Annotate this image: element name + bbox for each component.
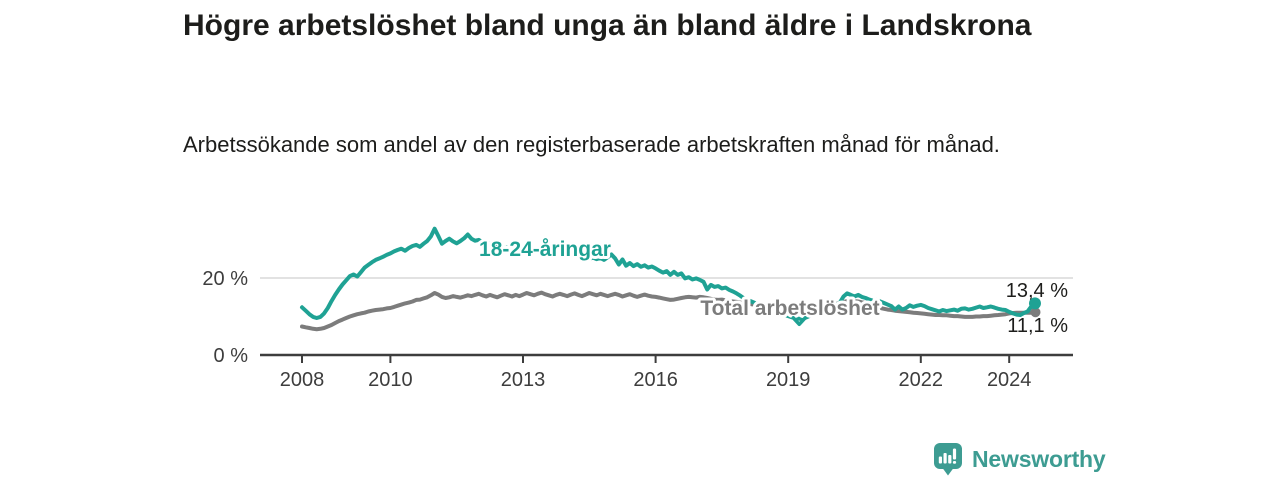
y-tick-label-20: 20 % [202,268,248,290]
page-title: Högre arbetslöshet bland unga än bland ä… [183,9,1032,42]
x-tick-label-2022: 2022 [899,369,944,391]
newsworthy-logo-text: Newsworthy [972,445,1106,472]
end-value-label-total: 11,1 % [1007,315,1068,337]
x-tick-label-2013: 2013 [501,369,546,391]
endpoint-dot-youth [1028,297,1041,310]
youth-min-marker-chevron-icon [791,316,807,327]
newsworthy-brand: Newsworthy [933,442,1106,476]
x-tick-label-2008: 2008 [280,369,325,391]
end-value-label-youth: 13,4 % [1006,280,1068,302]
x-tick-label-2024: 2024 [987,369,1031,391]
x-tick-label-2019: 2019 [766,369,811,391]
x-tick-label-2016: 2016 [633,369,678,391]
unemployment-line-chart: 2008 2010 2013 2016 2019 2022 2024 0 % 20 % 18-24… [180,210,1080,395]
series-label-youth: 18-24-åringar [479,238,611,261]
y-tick-label-0: 0 % [214,345,249,367]
x-tick-label-2010: 2010 [368,369,413,391]
newsworthy-logo-icon [934,443,962,476]
series-label-total: Total arbetslöshet [700,297,879,320]
chart-subtitle: Arbetssökande som andel av den registerb… [183,132,1000,157]
series-line-total [300,290,1037,332]
endpoint-dot-total [1030,307,1041,318]
chart-canvas: 2008 2010 2013 2016 2019 2022 2024 0 % 20 % 18-24… [202,226,1073,391]
series-line-youth [300,226,1037,321]
